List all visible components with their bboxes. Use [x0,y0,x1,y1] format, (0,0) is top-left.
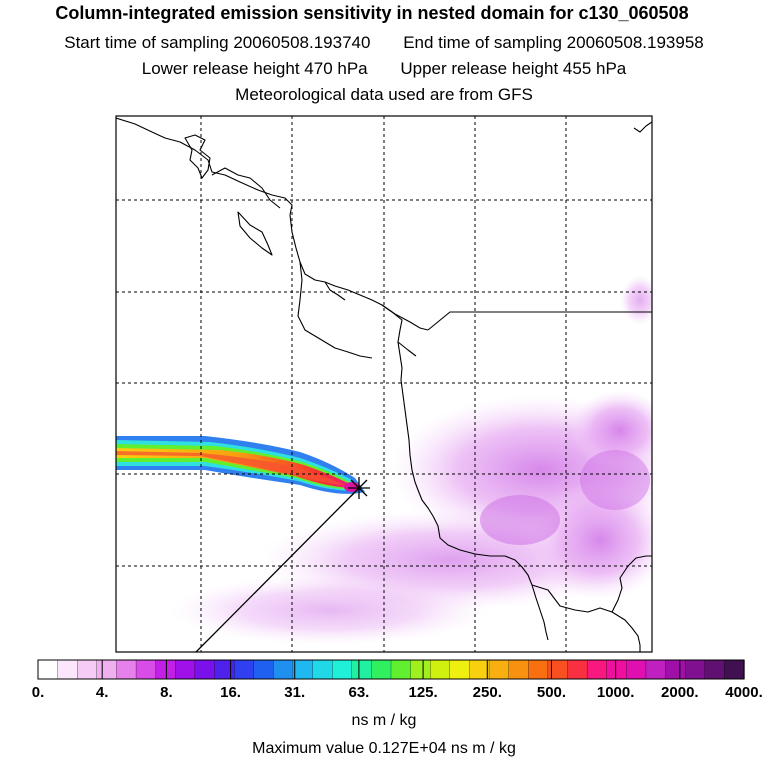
coastlines [116,117,652,652]
colorbar-tick-label: 250. [472,684,502,701]
colorbar-tick-label: 125. [408,684,438,701]
plume [116,436,365,494]
colorbar-cell [390,659,412,680]
colorbar-cell [430,659,451,680]
colorbar-cell [704,659,726,680]
colorbar-cell [508,659,529,680]
lower-release-label: Lower release height 470 hPa [141,59,368,78]
colorbar-cell [332,659,353,680]
colorbar-cell [57,659,78,680]
colorbar-tick-label: 4. [95,684,109,701]
maximum-value-label: Maximum value 0.127E+04 ns m / kg [252,740,516,757]
colorbar-tick-label: 16. [220,684,241,701]
map-content [116,116,652,652]
start-time-label: Start time of sampling 20060508.193740 [64,33,371,52]
colorbar-tick-label: 63. [348,684,370,701]
colorbar-cell [528,659,549,680]
colorbar-cell [586,659,608,680]
colorbar-cell [449,659,471,680]
colorbar-units-label: ns m / kg [351,712,417,729]
colorbar-cell [214,659,235,680]
plot-title: Column-integrated emission sensitivity i… [55,3,689,23]
colorbar-cell [724,659,745,680]
colorbar-cell [626,659,647,680]
flight-track-line [195,487,360,652]
colorbar-cell [469,659,490,680]
end-time-label: End time of sampling 20060508.193958 [403,33,704,52]
colorbar-cell [96,659,118,680]
colorbar-cell [371,659,392,680]
colorbar-cell [606,659,627,680]
colorbar-cell [567,659,588,680]
colorbar-cell [685,659,706,680]
colorbar-cell [273,659,294,680]
map-frame [115,115,653,653]
colorbar-cell [233,659,255,680]
colorbar-cell [312,659,333,680]
colorbar-tick-label: 1000. [596,684,635,701]
colorbar-tick-label: 2000. [661,684,699,701]
low-sensitivity-field [170,275,652,645]
colorbar-cell [175,659,196,680]
colorbar-cell [351,659,373,680]
colorbar-tick-label: 0. [31,684,45,701]
lat-lon-grid [116,116,652,652]
colorbar-tick-label: 500. [536,684,567,701]
colorbar-cell [665,659,686,680]
colorbar-tick-label: 31. [284,684,306,701]
colorbar-cell [645,659,667,680]
colorbar-cell [253,659,274,680]
met-data-label: Meteorological data used are from GFS [235,85,533,104]
colorbar-tick-label: 4000. [725,684,763,701]
colorbar-cells [37,659,745,680]
upper-release-label: Upper release height 455 hPa [400,59,627,78]
colorbar-cell [77,659,98,680]
colorbar-cell [292,659,314,680]
colorbar-cell [116,659,137,680]
colorbar-tick-label: 8. [160,684,173,701]
colorbar-cell [488,659,510,680]
colorbar-cell [410,659,431,680]
colorbar-cell [547,659,569,680]
colorbar-cell [37,659,59,680]
colorbar-cell [194,659,216,680]
colorbar-cell [155,659,176,680]
colorbar-cell [135,659,157,680]
colorbar-major-ticks [37,660,745,679]
